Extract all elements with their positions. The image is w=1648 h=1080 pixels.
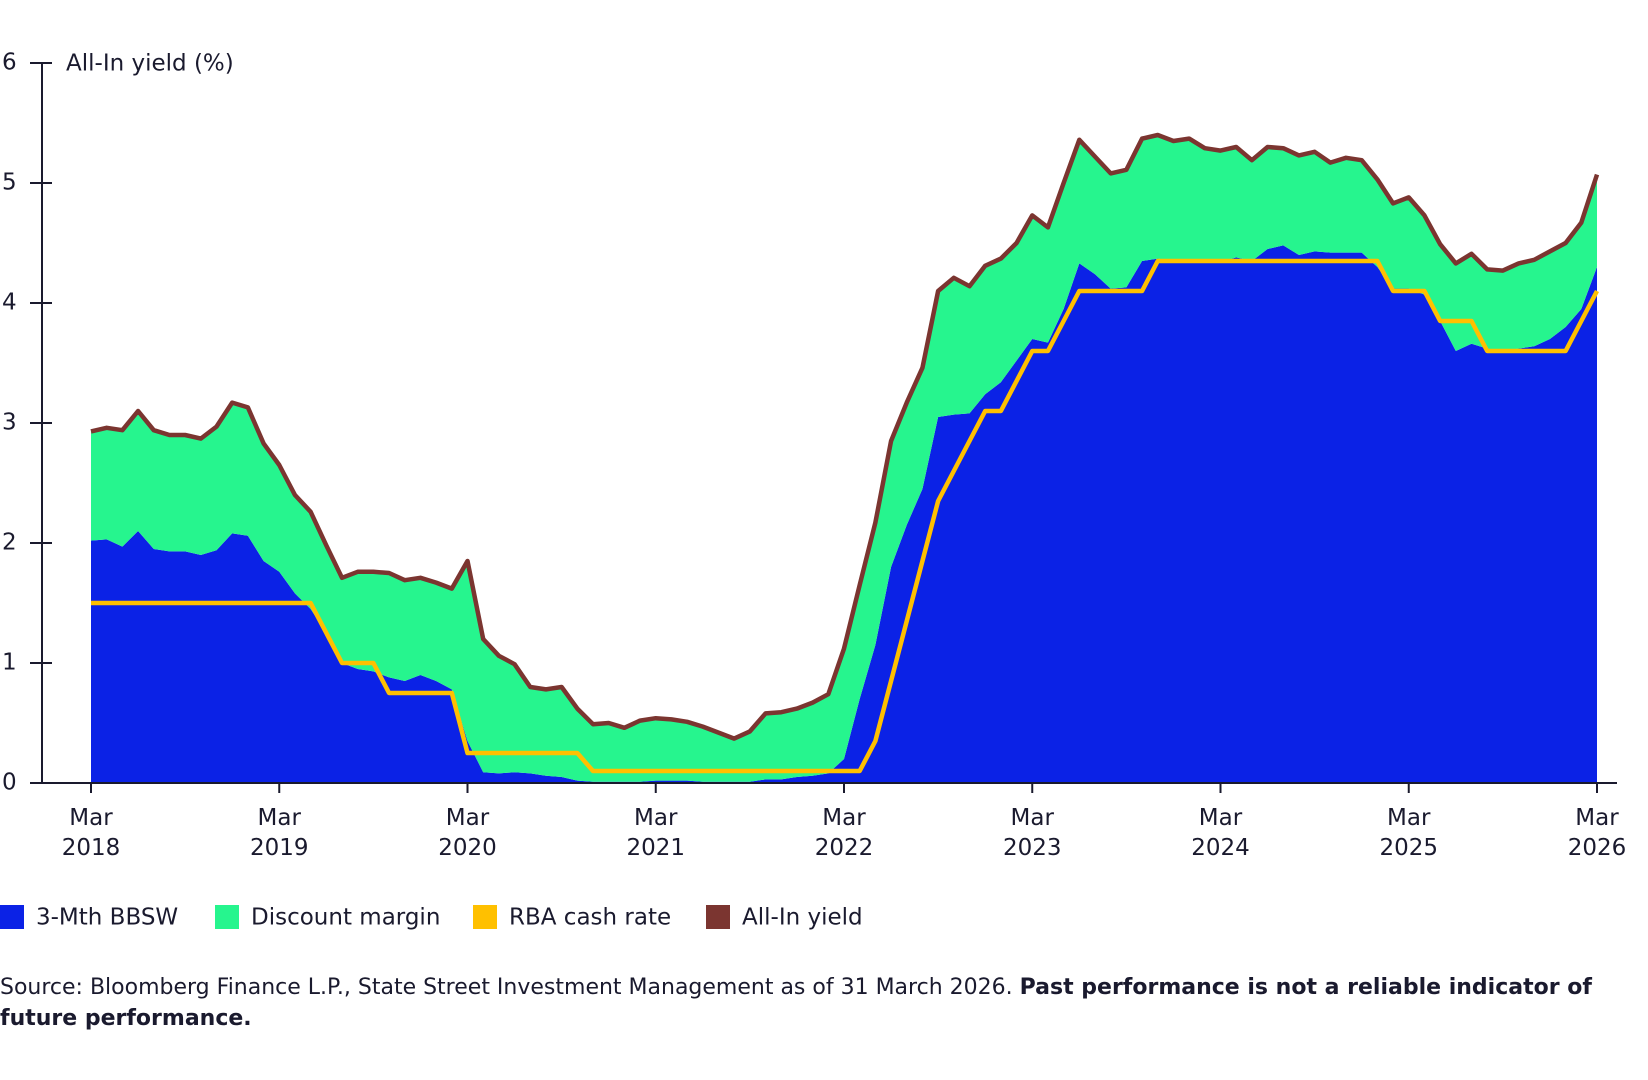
legend-swatch (0, 905, 24, 929)
y-tick-label: 0 (2, 770, 17, 796)
area (91, 135, 1597, 782)
legend-label: All-In yield (742, 905, 863, 931)
x-tick-label: Mar 2023 (1003, 805, 1062, 861)
line (90, 132, 1600, 741)
area (91, 245, 1597, 783)
y-tick-label: 3 (2, 410, 17, 436)
y-axis-title: All-In yield (%) (66, 51, 234, 77)
y-tick-label: 1 (2, 650, 17, 676)
x-tick-label: Mar 2020 (438, 805, 497, 861)
legend-label: Discount margin (251, 905, 440, 931)
x-tick-label: Mar 2019 (250, 805, 309, 861)
x-tick-label: Mar 2024 (1191, 805, 1250, 861)
legend-label: 3-Mth BBSW (36, 905, 178, 931)
x-tick-label: Mar 2022 (815, 805, 874, 861)
legend-swatch (706, 905, 730, 929)
y-tick-label: 5 (2, 170, 17, 196)
line (91, 258, 1599, 774)
x-tick-label: Mar 2018 (62, 805, 121, 861)
source-text: Source: Bloomberg Finance L.P., State St… (0, 975, 1013, 1000)
x-tick-label: Mar 2026 (1568, 805, 1627, 861)
legend-label: RBA cash rate (509, 905, 671, 931)
source-note: Source: Bloomberg Finance L.P., State St… (0, 972, 1620, 1034)
legend-swatch (473, 905, 497, 929)
y-tick-label: 4 (2, 290, 17, 316)
x-tick-label: Mar 2025 (1379, 805, 1438, 861)
source-disclaimer: Past performance is not a reliable indic… (0, 975, 1592, 1031)
legend-swatch (215, 905, 239, 929)
y-tick-label: 2 (2, 530, 17, 556)
y-tick-label: 6 (2, 50, 17, 76)
x-tick-label: Mar 2021 (626, 805, 685, 861)
chart: All-In yield (%) 0 1 2 3 4 5 6 Mar 2018 Mar 2019 Ma… (0, 50, 1627, 931)
